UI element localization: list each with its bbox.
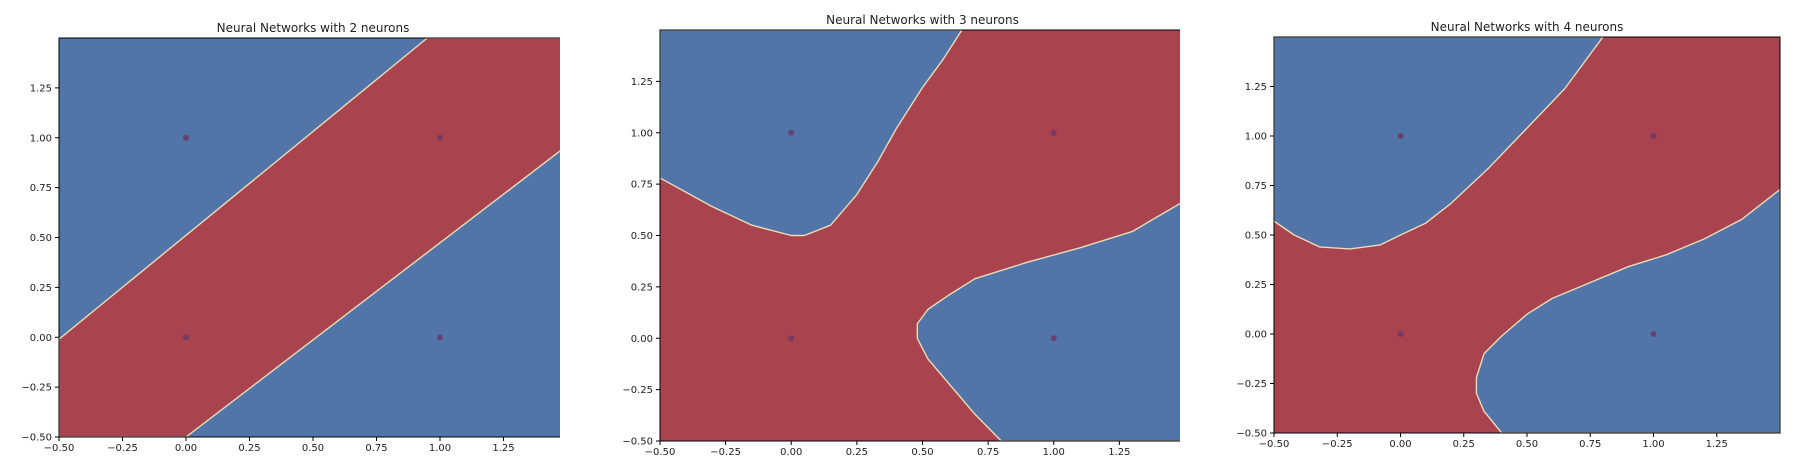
y-tick-label: 0.00: [631, 334, 653, 345]
data-point-4: [437, 134, 443, 141]
x-tick-label: −0.25: [710, 447, 741, 458]
x-tick-label: 0.75: [977, 447, 999, 458]
x-tick-label: −0.50: [1259, 439, 1290, 450]
y-tick-label: −0.50: [622, 437, 653, 448]
subplot-4-neurons: Neural Networks with 4 neurons −0.50 −0.25…: [1236, 20, 1781, 450]
data-point-4: [1050, 129, 1057, 136]
y-tick-label: 1.25: [631, 77, 653, 88]
plot-area: [660, 30, 1180, 441]
y-tick-label: 1.00: [30, 133, 52, 144]
data-point-1: [1397, 331, 1404, 337]
decision-region-2: [916, 202, 1180, 441]
data-point-1: [788, 335, 795, 342]
data-point-4: [1650, 133, 1657, 139]
y-tick-label: 0.50: [30, 233, 52, 244]
y-tick-label: −0.25: [1236, 379, 1267, 390]
decision-region-1: [660, 30, 963, 237]
y-tick-label: 0.25: [1245, 280, 1267, 291]
chart-title: Neural Networks with 4 neurons: [1431, 20, 1624, 34]
x-tick-label: 0.00: [175, 443, 197, 454]
y-tick-label: 0.25: [30, 283, 52, 294]
y-tick-label: 0.50: [1245, 231, 1267, 242]
subplot-2-neurons: Neural Networks with 2 neurons −0.50 −0.25…: [21, 21, 560, 454]
x-tick-label: 1.25: [492, 443, 514, 454]
x-tick-label: 0.25: [238, 443, 260, 454]
y-tick-label: −0.50: [1236, 429, 1267, 440]
x-tick-label: −0.50: [44, 443, 75, 454]
y-tick-label: 1.25: [30, 83, 52, 94]
x-tick-label: 1.00: [1043, 447, 1065, 458]
x-tick-label: 1.00: [429, 443, 451, 454]
plot-area: [59, 38, 560, 437]
data-point-3: [1050, 335, 1057, 342]
y-tick-label: 1.00: [1245, 132, 1267, 143]
plot-area: [1274, 37, 1780, 433]
x-tick-label: 0.75: [365, 443, 387, 454]
y-tick-label: 0.50: [631, 231, 653, 242]
chart-title: Neural Networks with 2 neurons: [217, 21, 410, 35]
x-tick-label: 0.75: [1579, 439, 1601, 450]
decision-region-2: [1475, 188, 1780, 433]
x-tick-label: −0.50: [645, 447, 676, 458]
x-tick-label: 0.25: [1453, 439, 1475, 450]
subplot-3-neurons: Neural Networks with 3 neurons −0.50 −0.25…: [622, 13, 1180, 458]
x-tick-label: 0.25: [846, 447, 868, 458]
y-tick-label: 0.75: [30, 183, 52, 194]
chart-title: Neural Networks with 3 neurons: [826, 13, 1019, 27]
x-tick-label: −0.25: [1322, 439, 1353, 450]
data-point-3: [1650, 331, 1657, 337]
y-tick-label: 0.00: [1245, 330, 1267, 341]
data-point-1: [183, 334, 189, 341]
data-point-2: [788, 129, 795, 136]
x-tick-label: 1.25: [1108, 447, 1130, 458]
y-tick-label: −0.25: [622, 385, 653, 396]
x-tick-label: 0.50: [911, 447, 933, 458]
x-tick-label: 1.00: [1642, 439, 1664, 450]
y-tick-label: 0.00: [30, 333, 52, 344]
decision-region-1: [1274, 37, 1604, 250]
data-point-3: [437, 334, 443, 341]
y-tick-label: −0.25: [21, 383, 52, 394]
y-tick-label: 0.75: [631, 180, 653, 191]
x-tick-label: −0.25: [107, 443, 138, 454]
y-tick-label: 0.25: [631, 282, 653, 293]
x-tick-label: 0.00: [780, 447, 802, 458]
x-tick-label: 0.50: [1516, 439, 1538, 450]
x-tick-label: 1.25: [1706, 439, 1728, 450]
x-tick-label: 0.50: [302, 443, 324, 454]
data-point-2: [1397, 133, 1404, 139]
y-tick-label: 1.25: [1245, 82, 1267, 93]
y-tick-label: 0.75: [1245, 181, 1267, 192]
x-tick-label: 0.00: [1389, 439, 1411, 450]
data-point-2: [183, 134, 189, 141]
y-tick-label: 1.00: [631, 128, 653, 139]
y-tick-label: −0.50: [21, 433, 52, 444]
